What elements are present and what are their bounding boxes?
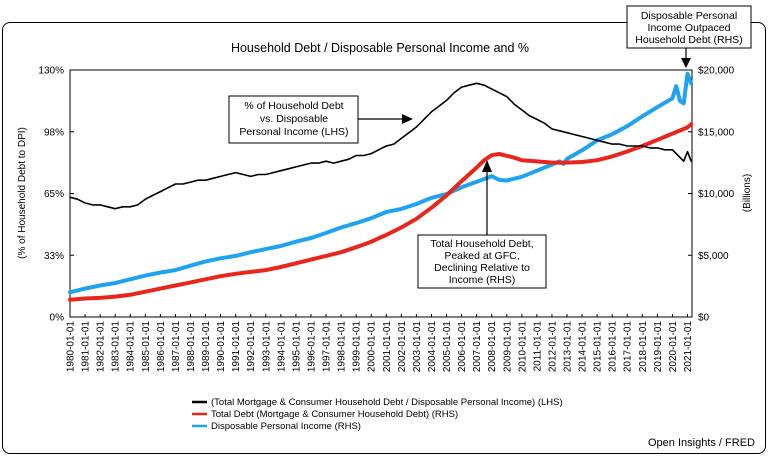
y-right-tick-label: $10,000 [698,189,735,200]
x-tick-label: 1993-01-01 [261,321,272,373]
x-tick-label: 2018-01-01 [638,321,649,373]
chart-title: Household Debt / Disposable Personal Inc… [231,41,529,55]
annotation-total-debt: Total Household Debt, Peaked at GFC, Dec… [417,160,547,289]
y-axis-right-label: (Billions) [742,174,753,212]
legend-label-ratio: (Total Mortgage & Consumer Household Deb… [211,397,563,408]
x-tick-label: 1990-01-01 [216,321,227,373]
annotation-debt-arrowhead [482,160,492,172]
x-tick-label: 1996-01-01 [306,321,317,373]
x-tick-label: 2020-01-01 [668,321,679,373]
x-tick-label: 2014-01-01 [578,321,589,373]
plot-border [69,69,693,318]
x-tick-label: 2011-01-01 [532,321,543,372]
annotation-lhs-line-2: vs. Disposable [260,113,328,125]
x-tick-label: 2006-01-01 [457,321,468,373]
x-tick-label: 2015-01-01 [593,321,604,373]
x-tick-label: 1991-01-01 [231,321,242,373]
x-tick-label: 1982-01-01 [96,321,107,373]
x-tick-label: 2003-01-01 [412,321,423,373]
x-tick-label: 1980-01-01 [66,321,77,373]
x-tick-label: 2009-01-01 [502,321,513,373]
x-tick-label: 1992-01-01 [246,321,257,373]
x-tick-label: 2010-01-01 [517,321,528,373]
y-axis-left: 0% 33% 65% 98% 130% [38,66,74,324]
legend: (Total Mortgage & Consumer Household Deb… [192,397,563,432]
annotation-dpi-line-2: Income Outpaced [648,22,731,34]
y-right-tick-label: $5,000 [698,251,729,262]
x-tick-label: 1989-01-01 [201,321,212,373]
y-left-tick-label: 130% [38,66,64,77]
series-line-disposable-income [68,71,694,295]
annotation-dpi-line-3: Household Debt (RHS) [635,34,742,46]
x-tick-label: 1983-01-01 [111,321,122,373]
x-tick-label: 2002-01-01 [397,321,408,373]
annotation-dpi: Disposable Personal Income Outpaced Hous… [626,5,752,68]
x-tick-label: 2013-01-01 [562,321,573,373]
x-tick-label: 2019-01-01 [653,321,664,373]
series-line-total-debt [68,122,694,302]
x-tick-label: 1988-01-01 [186,321,197,373]
legend-item-ratio: (Total Mortgage & Consumer Household Deb… [192,397,563,408]
x-tick-label: 2000-01-01 [367,321,378,373]
x-tick-label: 2001-01-01 [382,321,393,373]
annotation-lhs-arrowhead [402,114,413,124]
x-tick-label: 2016-01-01 [608,321,619,373]
series-line-debt-to-dpi-ratio [69,82,692,210]
x-tick-label: 1997-01-01 [322,321,333,373]
y-axis-left-label: (% of Household Debt to DPI) [17,127,28,259]
plot-area [69,69,693,318]
x-tick-label: 2017-01-01 [623,321,634,373]
x-tick-label: 2007-01-01 [472,321,483,373]
legend-item-total-debt: Total Debt (Mortgage & Consumer Househol… [192,409,458,420]
x-tick-label: 1995-01-01 [291,321,302,373]
annotation-lhs-line-1: % of Household Debt [244,100,343,112]
y-right-tick-label: $15,000 [698,127,735,138]
x-tick-label: 1981-01-01 [81,321,92,373]
y-left-tick-label: 0% [50,313,65,324]
x-axis: 1980-01-01 1981-01-01 1982-01-01 1983-01-01… [66,314,694,372]
annotation-dpi-line-1: Disposable Personal [641,10,737,22]
y-axis-right: $0 $5,000 $10,000 $15,000 $20,000 [688,66,735,324]
annotation-debt-line-1: Total Household Debt, [430,238,533,250]
x-tick-label: 2004-01-01 [427,321,438,373]
annotation-lhs-line-3: Personal Income (LHS) [239,126,348,138]
x-tick-label: 2012-01-01 [547,321,558,373]
annotation-debt-line-2: Peaked at GFC, [444,250,519,262]
y-left-tick-label: 65% [44,189,64,200]
y-right-tick-label: $20,000 [698,66,735,77]
annotation-debt-line-4: Income (RHS) [449,274,516,286]
x-tick-label: 1999-01-01 [352,321,363,373]
y-right-tick-label: $0 [698,313,710,324]
annotation-debt-line-3: Declining Relative to [434,262,530,274]
y-left-tick-label: 98% [44,127,64,138]
x-tick-label: 1994-01-01 [276,321,287,373]
x-tick-label: 2005-01-01 [442,321,453,373]
source-credit: Open Insights / FRED [648,437,755,449]
chart-frame [2,22,766,454]
legend-label-total-debt: Total Debt (Mortgage & Consumer Househol… [211,409,458,420]
x-tick-label: 1985-01-01 [141,321,152,373]
legend-label-dpi: Disposable Personal Income (RHS) [211,421,361,432]
legend-item-dpi: Disposable Personal Income (RHS) [192,421,361,432]
series-lines [68,71,694,302]
x-tick-label: 1987-01-01 [171,321,182,373]
x-tick-label: 2008-01-01 [487,321,498,373]
annotation-dpi-arrowhead [681,58,691,68]
annotation-lhs: % of Household Debt vs. Disposable Perso… [228,95,413,144]
y-left-tick-label: 33% [44,251,64,262]
x-tick-label: 2021-01-01 [683,321,694,373]
x-tick-label: 1986-01-01 [156,321,167,373]
x-tick-label: 1984-01-01 [126,321,137,373]
x-tick-label: 1998-01-01 [337,321,348,373]
